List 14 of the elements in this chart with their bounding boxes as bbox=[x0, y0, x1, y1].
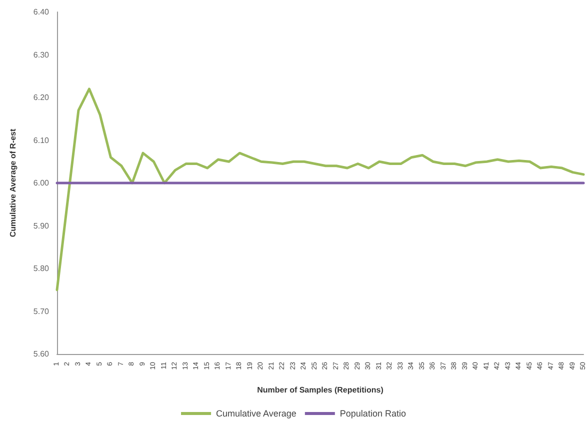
y-tick-label: 6.40 bbox=[33, 8, 50, 16]
y-tick-label: 5.60 bbox=[33, 350, 50, 358]
y-tick-label: 6.00 bbox=[33, 178, 50, 188]
y-tick-label: 6.30 bbox=[33, 50, 50, 60]
y-tick-label: 5.80 bbox=[33, 264, 50, 273]
legend-label: Population Ratio bbox=[340, 408, 406, 418]
y-tick-label: 5.90 bbox=[33, 221, 50, 230]
y-tick-label: 6.10 bbox=[33, 136, 50, 145]
y-axis-title: Cumulative Average of R-est bbox=[8, 128, 18, 238]
legend-label: Cumulative Average bbox=[216, 408, 296, 418]
line-series bbox=[56, 88, 585, 292]
y-tick-label: 5.70 bbox=[33, 306, 50, 316]
x-axis-title: Number of Samples (Repetitions) bbox=[257, 386, 384, 394]
y-tick-label: 6.20 bbox=[33, 93, 50, 102]
